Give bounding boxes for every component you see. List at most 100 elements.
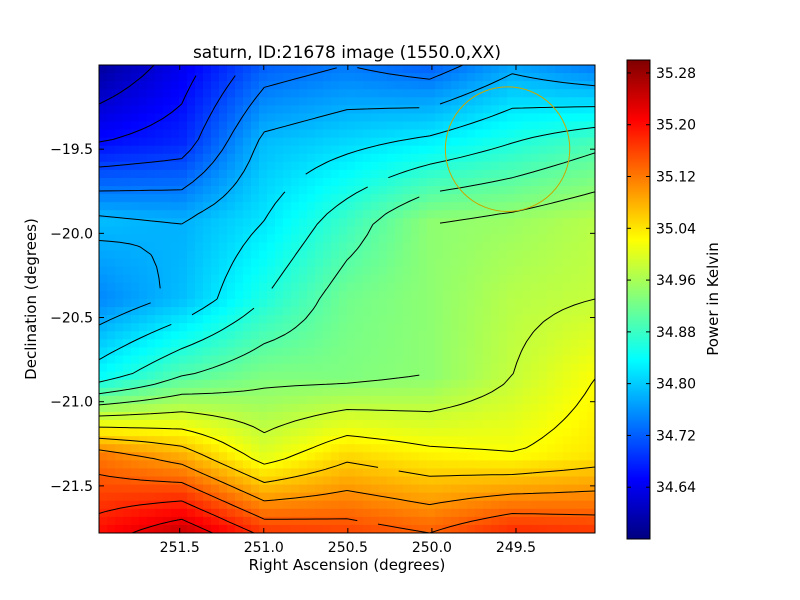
heatmap-cell xyxy=(571,452,580,461)
heatmap-cell xyxy=(115,105,124,115)
heatmap-cell xyxy=(187,105,196,115)
heatmap-cell xyxy=(419,145,428,155)
heatmap-cell xyxy=(307,379,316,389)
heatmap-cell xyxy=(299,476,308,486)
heatmap-cell xyxy=(243,387,252,397)
heatmap-cell xyxy=(267,452,276,461)
heatmap-cell xyxy=(307,89,316,98)
heatmap-cell xyxy=(371,129,380,139)
heatmap-cell xyxy=(299,129,308,139)
heatmap-cell xyxy=(347,274,356,284)
heatmap-cell xyxy=(515,468,524,478)
heatmap-cell xyxy=(387,97,396,106)
heatmap-cell xyxy=(499,145,508,155)
heatmap-cell xyxy=(267,202,276,211)
heatmap-cell xyxy=(571,355,580,365)
heatmap-cell xyxy=(483,121,492,131)
heatmap-cell xyxy=(355,161,364,171)
heatmap-cell xyxy=(203,323,212,332)
heatmap-cell xyxy=(299,299,308,308)
heatmap-cell xyxy=(235,169,244,179)
heatmap-cell xyxy=(427,379,436,389)
contour-line xyxy=(99,65,463,192)
heatmap-cell xyxy=(235,105,244,115)
heatmap-cell xyxy=(99,508,108,518)
heatmap-cell xyxy=(195,97,204,106)
heatmap-cell xyxy=(259,460,268,470)
heatmap-cell xyxy=(347,500,356,510)
heatmap-cell xyxy=(251,444,260,453)
heatmap-cell xyxy=(219,73,228,82)
heatmap-cell xyxy=(427,282,436,292)
heatmap-cell xyxy=(563,145,572,155)
heatmap-cell xyxy=(507,323,516,332)
heatmap-cell xyxy=(171,177,180,187)
heatmap-cell xyxy=(379,258,388,268)
heatmap-cell xyxy=(451,468,460,478)
heatmap-cell xyxy=(163,508,172,518)
heatmap-cell xyxy=(475,484,484,494)
heatmap-cell xyxy=(107,274,116,284)
heatmap-cell xyxy=(339,234,348,244)
heatmap-cell xyxy=(299,323,308,332)
heatmap-cell xyxy=(531,460,540,470)
heatmap-cell xyxy=(131,331,140,340)
heatmap-cell xyxy=(147,234,156,244)
heatmap-cell xyxy=(459,250,468,260)
heatmap-cell xyxy=(107,436,116,445)
heatmap-cell xyxy=(275,508,284,518)
heatmap-cell xyxy=(187,363,196,373)
heatmap-cell xyxy=(467,81,476,90)
heatmap-cell xyxy=(131,411,140,421)
heatmap-cell xyxy=(547,387,556,397)
heatmap-cell xyxy=(475,113,484,123)
heatmap-cell xyxy=(355,444,364,453)
heatmap-cell xyxy=(411,476,420,486)
heatmap-cell xyxy=(371,371,380,381)
heatmap-cell xyxy=(291,73,300,82)
x-axis-label: Right Ascension (degrees) xyxy=(249,556,446,574)
heatmap-cell xyxy=(483,444,492,453)
heatmap-cell xyxy=(259,210,268,219)
heatmap-cell xyxy=(195,323,204,332)
heatmap-cell xyxy=(531,105,540,115)
heatmap-cell xyxy=(339,331,348,340)
heatmap-cell xyxy=(203,299,212,308)
heatmap-cell xyxy=(339,81,348,90)
heatmap-cell xyxy=(531,476,540,486)
heatmap-cell xyxy=(187,524,196,533)
heatmap-cell xyxy=(539,476,548,486)
heatmap-cell xyxy=(219,371,228,381)
heatmap-cell xyxy=(147,202,156,211)
heatmap-cell xyxy=(571,202,580,211)
heatmap-cell xyxy=(299,234,308,244)
heatmap-cell xyxy=(251,315,260,324)
heatmap-cell xyxy=(99,468,108,478)
heatmap-cell xyxy=(459,379,468,389)
heatmap-cell xyxy=(315,371,324,381)
heatmap-cell xyxy=(139,89,148,98)
heatmap-cell xyxy=(571,484,580,494)
heatmap-cell xyxy=(139,460,148,470)
heatmap-cell xyxy=(299,371,308,381)
heatmap-cell xyxy=(371,339,380,349)
heatmap-cell xyxy=(115,226,124,236)
heatmap-cell xyxy=(491,218,500,227)
heatmap-cell xyxy=(339,266,348,276)
heatmap-cell xyxy=(507,524,516,533)
heatmap-cell xyxy=(251,97,260,106)
heatmap-cell xyxy=(179,65,188,74)
heatmap-cell xyxy=(467,371,476,381)
heatmap-cell xyxy=(563,476,572,486)
heatmap-cell xyxy=(547,299,556,308)
heatmap-cell xyxy=(203,347,212,357)
heatmap-cell xyxy=(147,161,156,171)
heatmap-cell xyxy=(371,299,380,308)
x-tick-label: 250.0 xyxy=(412,540,452,556)
heatmap-cell xyxy=(355,339,364,349)
heatmap-cell xyxy=(171,202,180,211)
heatmap-cell xyxy=(419,379,428,389)
heatmap-cell xyxy=(475,452,484,461)
heatmap-cell xyxy=(227,226,236,236)
heatmap-cell xyxy=(443,371,452,381)
